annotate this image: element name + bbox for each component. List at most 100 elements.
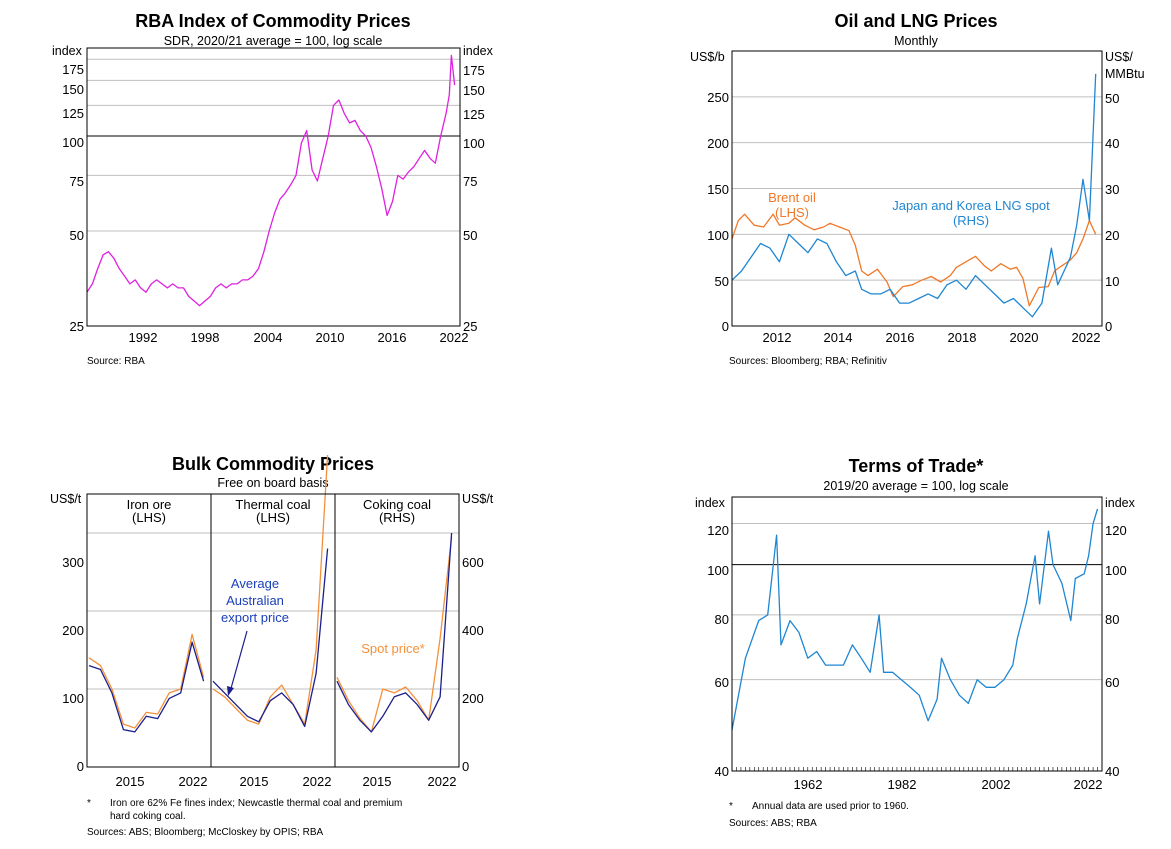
source-note: Sources: Bloomberg; RBA; Refinitiv xyxy=(729,356,887,367)
y-axis-unit-left: index xyxy=(52,44,83,58)
y-tick-label: 40 xyxy=(1105,764,1119,779)
series-label-brent: Brent oil xyxy=(768,190,816,205)
y-tick-label: 20 xyxy=(1105,228,1119,243)
footnote-marker: * xyxy=(729,801,733,812)
x-tick-label: 2022 xyxy=(428,774,457,789)
x-tick-label: 2022 xyxy=(1074,777,1103,792)
panel-label-axis: (LHS) xyxy=(256,510,290,525)
y-tick-label: 200 xyxy=(62,623,84,638)
y-tick-label: 0 xyxy=(462,759,469,774)
y-tick-label: 0 xyxy=(77,759,84,774)
x-tick-label: 2016 xyxy=(886,330,915,345)
panel-label-axis: (LHS) xyxy=(132,510,166,525)
footnote-marker: * xyxy=(87,798,91,809)
chart-title: Bulk Commodity Prices xyxy=(172,454,374,474)
x-ticks: 2015 2022 2015 2022 2015 2022 xyxy=(116,774,457,789)
chart-title: Terms of Trade* xyxy=(849,456,984,476)
x-tick-label: 2004 xyxy=(254,330,283,345)
series-label-brent-axis: (LHS) xyxy=(775,205,809,220)
gridlines xyxy=(732,523,1102,681)
chart-oil-lng: Oil and LNG Prices Monthly US$/b US$/ MM… xyxy=(690,11,1145,367)
x-tick-label: 2022 xyxy=(303,774,332,789)
y-tick-label: 150 xyxy=(463,83,485,98)
panel-label-thermal-coal: Thermal coal xyxy=(235,497,310,512)
chart-rba-index: RBA Index of Commodity Prices SDR, 2020/… xyxy=(52,11,494,367)
panel-label-iron-ore: Iron ore xyxy=(127,497,172,512)
gridlines xyxy=(87,58,460,232)
footnote-text: Annual data are used prior to 1960. xyxy=(752,801,909,812)
y-axis-unit-right: MMBtu xyxy=(1105,67,1145,81)
x-tick-label: 1982 xyxy=(888,777,917,792)
chart-subtitle: SDR, 2020/21 average = 100, log scale xyxy=(164,34,383,48)
footnote-text: Iron ore 62% Fe fines index; Newcastle t… xyxy=(110,798,402,809)
x-tick-label: 2015 xyxy=(116,774,145,789)
y-tick-label: 400 xyxy=(462,623,484,638)
series-line-average-export-price xyxy=(336,532,453,733)
y-tick-label: 200 xyxy=(462,691,484,706)
y-tick-label: 100 xyxy=(707,228,729,243)
x-tick-label: 2018 xyxy=(948,330,977,345)
y-axis-unit-left: US$/b xyxy=(690,50,725,64)
y-tick-label: 50 xyxy=(1105,91,1119,106)
x-tick-label: 2014 xyxy=(824,330,853,345)
series-label-lng: Japan and Korea LNG spot xyxy=(892,198,1050,213)
source-note: Sources: ABS; RBA xyxy=(729,818,817,829)
x-tick-label: 2015 xyxy=(363,774,392,789)
y-tick-label: 100 xyxy=(62,135,84,150)
y-tick-label: 125 xyxy=(463,107,485,122)
chart-subtitle: Free on board basis xyxy=(217,476,328,490)
series-layer xyxy=(731,508,1099,731)
x-tick-label: 2022 xyxy=(440,330,469,345)
y-axis-unit-left: US$/t xyxy=(50,492,82,506)
x-minor-ticks xyxy=(736,767,1098,771)
plot-frame xyxy=(731,496,1103,772)
y-tick-label: 175 xyxy=(463,63,485,78)
y-tick-label: 100 xyxy=(463,136,485,151)
y-ticks-left: 300 200 100 0 xyxy=(62,555,84,774)
y-tick-label: 250 xyxy=(707,90,729,105)
plot-frame xyxy=(731,50,1103,327)
plot-frame xyxy=(86,493,460,768)
annotation-spot-price: Spot price* xyxy=(361,641,425,656)
x-tick-label: 2016 xyxy=(378,330,407,345)
annotation-average-export: export price xyxy=(221,610,289,625)
y-ticks-right: 120 100 80 60 40 xyxy=(1105,523,1127,779)
y-tick-label: 100 xyxy=(62,691,84,706)
y-tick-label: 200 xyxy=(707,136,729,151)
y-tick-label: 120 xyxy=(707,523,729,538)
series-line-terms-of-trade xyxy=(731,508,1099,731)
x-tick-label: 2015 xyxy=(240,774,269,789)
panel-label-axis: (RHS) xyxy=(379,510,415,525)
y-ticks-right: 175 150 125 100 75 50 25 xyxy=(463,63,485,334)
y-axis-unit-left: index xyxy=(695,496,726,510)
y-tick-label: 0 xyxy=(722,319,729,334)
series-line-lng-spot xyxy=(731,73,1097,318)
chart-subtitle: 2019/20 average = 100, log scale xyxy=(823,479,1008,493)
y-ticks-right: 50 40 30 20 10 0 xyxy=(1105,91,1119,334)
chart-title: Oil and LNG Prices xyxy=(834,11,997,31)
annotation-average-export: Average xyxy=(231,576,279,591)
y-tick-label: 300 xyxy=(62,555,84,570)
x-tick-label: 1992 xyxy=(129,330,158,345)
x-tick-label: 2002 xyxy=(982,777,1011,792)
x-tick-label: 1998 xyxy=(191,330,220,345)
y-axis-unit-right: index xyxy=(463,44,494,58)
series-layer xyxy=(86,54,456,307)
gridlines xyxy=(732,96,1102,281)
gridlines xyxy=(87,532,459,690)
x-ticks: 2012 2014 2016 2018 2020 2022 xyxy=(763,330,1101,345)
y-tick-label: 175 xyxy=(62,62,84,77)
y-ticks-left: 120 100 80 60 40 xyxy=(707,523,729,779)
y-tick-label: 50 xyxy=(70,228,84,243)
panel-label-coking-coal: Coking coal xyxy=(363,497,431,512)
y-tick-label: 100 xyxy=(1105,563,1127,578)
annotation-arrow xyxy=(229,630,248,693)
y-tick-label: 125 xyxy=(62,106,84,121)
chart-title: RBA Index of Commodity Prices xyxy=(135,11,410,31)
footnote-text: hard coking coal. xyxy=(110,811,186,822)
y-tick-label: 80 xyxy=(1105,612,1119,627)
y-ticks-left: 175 150 125 100 75 50 25 xyxy=(62,62,84,334)
series-line-spot-price xyxy=(336,536,453,733)
series-line-spot-price xyxy=(212,454,329,725)
y-tick-label: 50 xyxy=(715,274,729,289)
